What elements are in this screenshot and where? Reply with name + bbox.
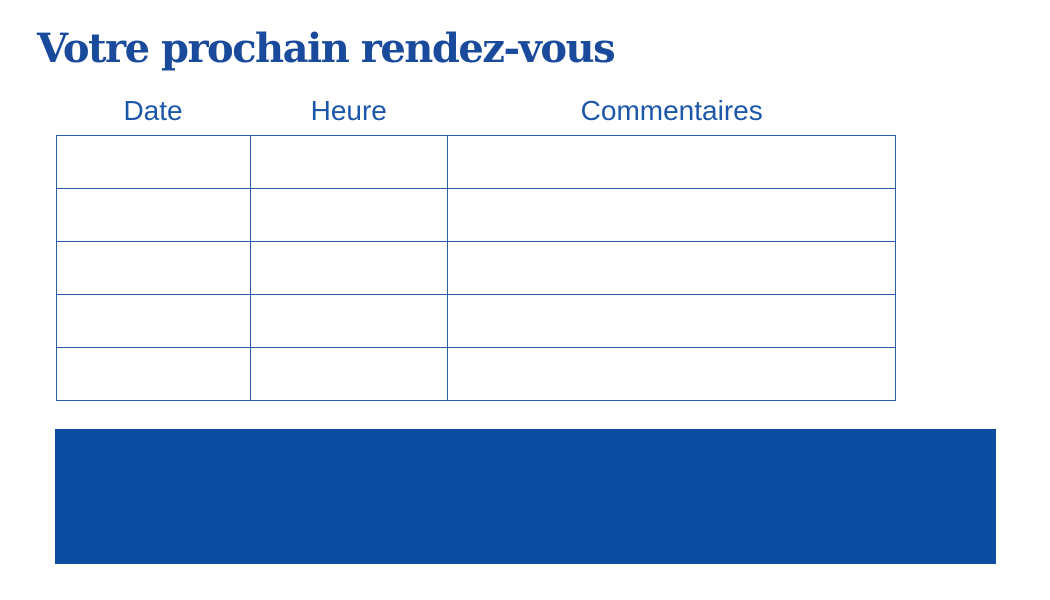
table-cell-commentaires <box>446 188 897 242</box>
table-row <box>56 347 897 401</box>
table-cell-date <box>56 135 251 189</box>
table-cell-heure <box>249 135 448 189</box>
table-row <box>56 135 897 189</box>
bottom-banner <box>55 429 996 564</box>
table-cell-commentaires <box>446 241 897 295</box>
column-header-heure: Heure <box>310 95 387 126</box>
table-row <box>56 188 897 242</box>
table-cell-commentaires <box>446 347 897 401</box>
table-cell-date <box>56 294 251 348</box>
table-cell-heure <box>249 188 448 242</box>
table-row <box>56 241 897 295</box>
appointments-table <box>56 135 897 401</box>
table-cell-date <box>56 241 251 295</box>
table-cell-date <box>56 188 251 242</box>
appointments-table-body <box>56 135 897 401</box>
column-header-commentaires: Commentaires <box>580 95 763 126</box>
table-cell-commentaires <box>446 135 897 189</box>
table-cell-date <box>56 347 251 401</box>
table-row <box>56 294 897 348</box>
table-cell-heure <box>249 241 448 295</box>
table-cell-heure <box>249 347 448 401</box>
page-title: Votre prochain rendez-vous <box>37 25 616 72</box>
column-header-date: Date <box>123 95 183 126</box>
table-cell-heure <box>249 294 448 348</box>
table-cell-commentaires <box>446 294 897 348</box>
table-header-row: Date Heure Commentaires <box>56 94 896 128</box>
